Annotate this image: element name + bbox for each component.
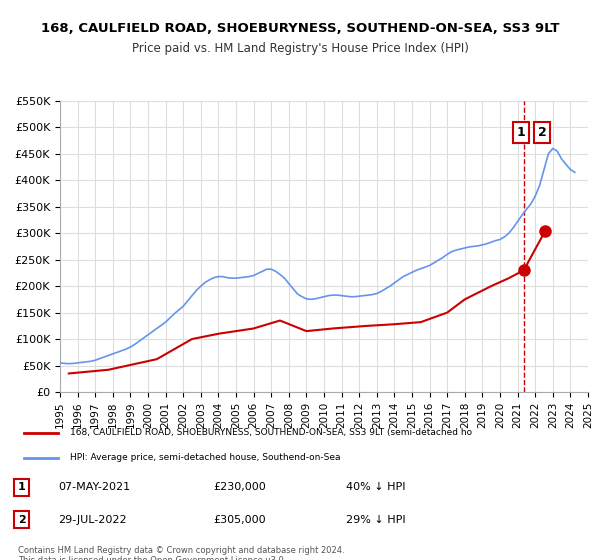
Text: 40% ↓ HPI: 40% ↓ HPI [346, 482, 406, 492]
Text: 2: 2 [18, 515, 26, 525]
Text: 2: 2 [538, 126, 547, 139]
Text: 29% ↓ HPI: 29% ↓ HPI [346, 515, 406, 525]
Text: 1: 1 [517, 126, 526, 139]
Text: 168, CAULFIELD ROAD, SHOEBURYNESS, SOUTHEND-ON-SEA, SS3 9LT (semi-detached ho: 168, CAULFIELD ROAD, SHOEBURYNESS, SOUTH… [70, 428, 472, 437]
Text: 29-JUL-2022: 29-JUL-2022 [58, 515, 127, 525]
Text: 07-MAY-2021: 07-MAY-2021 [58, 482, 130, 492]
Text: £305,000: £305,000 [214, 515, 266, 525]
Text: HPI: Average price, semi-detached house, Southend-on-Sea: HPI: Average price, semi-detached house,… [70, 453, 340, 462]
Text: 1: 1 [18, 482, 26, 492]
Text: Price paid vs. HM Land Registry's House Price Index (HPI): Price paid vs. HM Land Registry's House … [131, 42, 469, 55]
Text: £230,000: £230,000 [214, 482, 266, 492]
Text: 168, CAULFIELD ROAD, SHOEBURYNESS, SOUTHEND-ON-SEA, SS3 9LT: 168, CAULFIELD ROAD, SHOEBURYNESS, SOUTH… [41, 22, 559, 35]
Text: Contains HM Land Registry data © Crown copyright and database right 2024.
This d: Contains HM Land Registry data © Crown c… [18, 546, 344, 560]
